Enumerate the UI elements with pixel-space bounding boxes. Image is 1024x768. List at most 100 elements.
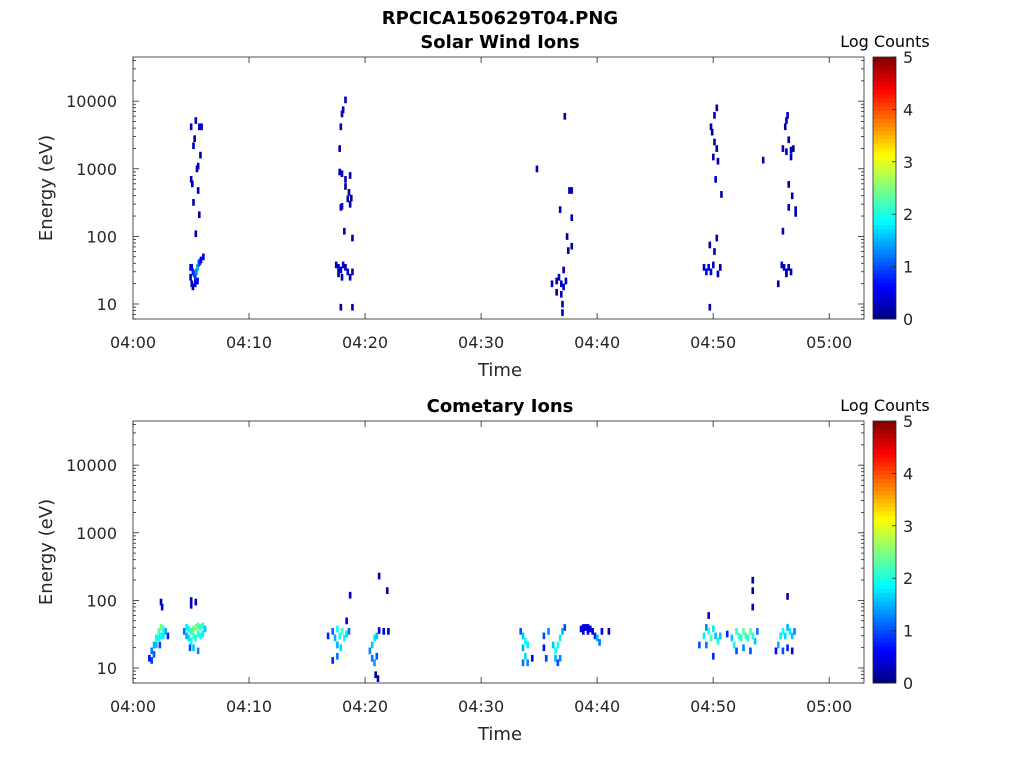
heatmap-cell	[345, 630, 348, 638]
colorbar-segment	[873, 498, 896, 504]
colorbar-segment	[873, 175, 896, 181]
heatmap-cell	[782, 264, 786, 271]
heatmap-cell	[702, 264, 706, 271]
heatmap-cell	[786, 624, 789, 631]
heatmap-cell	[343, 227, 346, 235]
heatmap-cell	[340, 273, 344, 281]
heatmap-cell	[751, 587, 755, 594]
colorbar-segment	[873, 179, 896, 185]
heatmap-cell	[155, 634, 158, 642]
heatmap-cell	[347, 189, 351, 196]
colorbar-segment	[873, 592, 896, 598]
x-tick-label: 04:00	[110, 697, 156, 716]
heatmap-cell	[779, 632, 782, 640]
colorbar-segment	[873, 200, 896, 205]
y-tick-label: 10000	[66, 456, 117, 475]
colorbar-segment	[873, 580, 896, 586]
colorbar-segment	[873, 629, 896, 635]
x-axis-label: Time	[477, 360, 522, 381]
heatmap-cell	[189, 628, 193, 635]
colorbar-segment	[873, 445, 896, 451]
heatmap-cell	[716, 637, 720, 645]
heatmap-cell	[705, 268, 708, 276]
colorbar-segment	[873, 286, 896, 291]
heatmap-cell	[542, 632, 546, 640]
colorbar-segment	[873, 597, 896, 602]
heatmap-cell	[730, 634, 734, 642]
colorbar-segment	[873, 155, 896, 160]
heatmap-cell	[593, 632, 597, 640]
heatmap-cell	[718, 632, 722, 640]
heatmap-cell	[344, 96, 347, 104]
heatmap-cell	[189, 273, 192, 281]
heatmap-cell	[202, 253, 205, 261]
heatmap-cell	[345, 617, 348, 625]
heatmap-cell	[561, 628, 564, 635]
heatmap-cell	[196, 162, 200, 170]
heatmap-cell	[720, 191, 723, 198]
heatmap-cell	[190, 264, 194, 271]
heatmap-cell	[387, 628, 390, 635]
colorbar-tick-label: 2	[903, 569, 913, 588]
heatmap-cell	[787, 204, 791, 211]
heatmap-cell	[756, 628, 759, 635]
heatmap-cell	[794, 206, 797, 213]
colorbar-segment	[873, 114, 896, 119]
colorbar-segment	[873, 196, 896, 201]
heatmap-cell	[732, 641, 736, 649]
heatmap-cell	[348, 172, 352, 179]
heatmap-cell	[162, 632, 165, 640]
heatmap-cell	[558, 206, 562, 213]
heatmap-cell	[375, 632, 379, 640]
colorbar-segment	[873, 621, 896, 627]
colorbar-segment	[873, 224, 896, 230]
heatmap-cell	[554, 654, 557, 662]
heatmap-cell	[194, 230, 198, 238]
heatmap-cell	[340, 628, 344, 635]
heatmap-cell	[187, 634, 191, 642]
heatmap-cell	[789, 268, 793, 276]
heatmap-cell	[698, 641, 701, 649]
heatmap-cell	[570, 187, 574, 194]
heatmap-cell	[702, 632, 706, 640]
heatmap-cell	[349, 194, 353, 202]
colorbar-segment	[873, 314, 896, 320]
heatmap-cell	[713, 112, 716, 119]
heatmap-cell	[563, 624, 567, 631]
colorbar-segment	[873, 654, 896, 659]
heatmap-cell	[192, 142, 195, 150]
heatmap-cell	[150, 647, 154, 655]
heatmap-cell	[564, 277, 568, 285]
heatmap-cell	[344, 264, 347, 271]
heatmap-cell	[607, 628, 611, 635]
heatmap-cell	[707, 628, 710, 635]
heatmap-cell	[789, 153, 793, 161]
colorbar-segment	[873, 642, 896, 647]
heatmap-cell	[785, 117, 788, 124]
colorbar-segment	[873, 171, 896, 177]
heatmap-cell	[370, 641, 374, 649]
heatmap-cell	[751, 632, 755, 640]
colorbar-segment	[873, 441, 896, 447]
heatmap-cell	[331, 628, 335, 635]
heatmap-cell	[192, 625, 195, 633]
colorbar-segment	[873, 298, 896, 304]
colorbar-segment	[873, 97, 896, 103]
colorbar-segment	[873, 519, 896, 524]
heatmap-cell	[586, 628, 590, 635]
heatmap-cell	[158, 641, 162, 649]
heatmap-cell	[377, 627, 381, 634]
heatmap-cell	[600, 628, 604, 635]
heatmap-cell	[326, 632, 330, 640]
heatmap-cell	[554, 647, 557, 655]
heatmap-cell	[716, 270, 720, 278]
colorbar-tick-label: 4	[903, 464, 913, 483]
colorbar-segment	[873, 93, 896, 99]
heatmap-cell	[746, 634, 750, 642]
heatmap-cell	[196, 647, 200, 655]
heatmap-cell	[385, 587, 389, 594]
axis-ticks: 04:00 04:10 04:20 04:30 04:40 04:50 05:00 10 100…	[66, 421, 864, 716]
heatmap-cell	[182, 628, 186, 635]
colorbar-segment	[873, 511, 896, 516]
colorbar-segment	[873, 470, 896, 475]
